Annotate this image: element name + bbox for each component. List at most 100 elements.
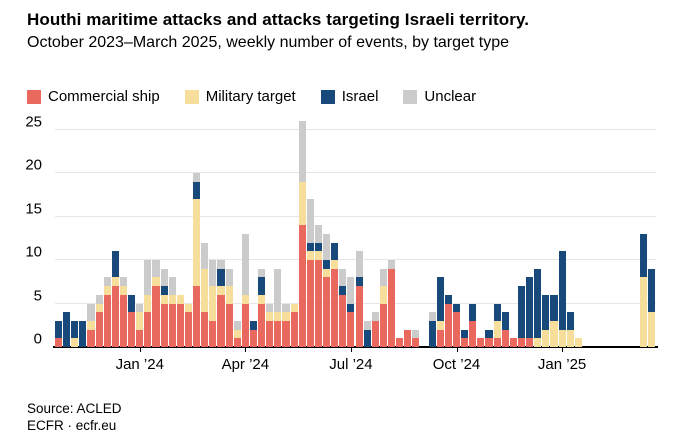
bar-segment (71, 338, 79, 347)
x-tick-label: Jan ’24 (115, 356, 164, 373)
bar-segment (225, 268, 233, 287)
bar-segment (347, 303, 355, 313)
bar-segment (477, 338, 485, 347)
bar-segment (323, 234, 331, 261)
bar-segment (193, 286, 201, 347)
bar-segment (558, 251, 566, 330)
bar-segment (233, 320, 241, 330)
x-tick-mark (456, 347, 458, 352)
bar-segment (193, 181, 201, 200)
bar-segment (355, 286, 363, 347)
bar-segment (379, 268, 387, 287)
bar-segment (339, 294, 347, 347)
bar-segment (193, 199, 201, 287)
bar-segment (176, 294, 184, 304)
bar-segment (436, 320, 444, 330)
bar-segment (119, 277, 128, 287)
bar-segment (444, 303, 452, 347)
bar-segment (306, 242, 314, 252)
bar-segment (209, 260, 217, 287)
bar-segment (128, 312, 136, 347)
bar-segment (168, 294, 176, 304)
bar-segment (639, 277, 647, 347)
bar-segment (542, 329, 550, 347)
legend-label: Israel (341, 88, 379, 105)
bar-segment (136, 303, 144, 313)
bar-segment (217, 294, 225, 347)
bar-segment (452, 303, 461, 313)
bar-segment (428, 312, 436, 321)
bar-segment (249, 329, 258, 347)
bar-segment (517, 286, 526, 339)
bar-segment (144, 312, 152, 347)
y-tick-label: 20 (25, 156, 42, 174)
bar-segment (266, 320, 274, 347)
bar-segment (241, 234, 249, 295)
bar-segment (266, 303, 274, 313)
bar-segment (647, 268, 655, 313)
bar-segment (371, 312, 379, 321)
bar-segment (63, 312, 71, 347)
bar-segment (355, 251, 363, 278)
bar-segment (331, 260, 339, 269)
bar-segment (111, 251, 119, 278)
bar-segment (566, 312, 574, 330)
bar-segment (387, 260, 396, 269)
bar-segment (282, 303, 290, 313)
gridline (55, 215, 656, 217)
bar-segment (209, 286, 217, 321)
bar-segment (339, 286, 347, 295)
bar-segment (436, 329, 444, 347)
bar-segment (298, 181, 306, 226)
bar-segment (363, 329, 371, 347)
bar-segment (461, 338, 469, 347)
bar-segment (258, 294, 266, 304)
x-tick-mark (562, 347, 564, 352)
bar-segment (225, 303, 233, 347)
bar-segment (136, 329, 144, 347)
bar-segment (184, 312, 193, 347)
bar-segment (314, 225, 322, 243)
bar-segment (103, 277, 111, 287)
bar-segment (517, 338, 526, 347)
bar-segment (71, 320, 79, 339)
bar-segment (176, 303, 184, 347)
chart-title: Houthi maritime attacks and attacks targ… (27, 10, 530, 29)
bar-segment (168, 277, 176, 295)
source-note: Source: ACLED (27, 401, 122, 416)
bar-segment (306, 260, 314, 347)
bar-segment (306, 199, 314, 243)
bar-segment (111, 286, 119, 347)
legend: Commercial ship Military target Israel U… (27, 88, 476, 105)
bar-segment (485, 338, 493, 347)
bar-segment (550, 320, 558, 347)
bar-segment (566, 329, 574, 347)
bar-segment (639, 234, 647, 278)
bar-segment (347, 277, 355, 304)
bar-segment (501, 312, 509, 330)
bar-segment (217, 286, 225, 295)
bar-segment (331, 268, 339, 347)
x-tick-mark (245, 347, 247, 352)
bar-segment (87, 320, 95, 330)
bar-segment (95, 312, 103, 347)
x-tick-mark (350, 347, 352, 352)
bar-segment (209, 320, 217, 347)
bar-segment (103, 286, 111, 295)
bar-segment (95, 294, 103, 304)
legend-item-unclear: Unclear (403, 88, 476, 105)
bar-segment (323, 277, 331, 347)
bar-segment (225, 286, 233, 304)
bar-segment (201, 242, 209, 269)
bar-segment (160, 286, 168, 295)
bar-segment (493, 320, 501, 339)
bar-segment (404, 329, 412, 347)
bar-segment (485, 329, 493, 339)
bar-segment (501, 329, 509, 347)
bar-segment (412, 338, 420, 347)
bar-segment (379, 286, 387, 304)
bar-segment (144, 260, 152, 295)
bar-segment (396, 338, 404, 347)
bar-segment (160, 268, 168, 287)
